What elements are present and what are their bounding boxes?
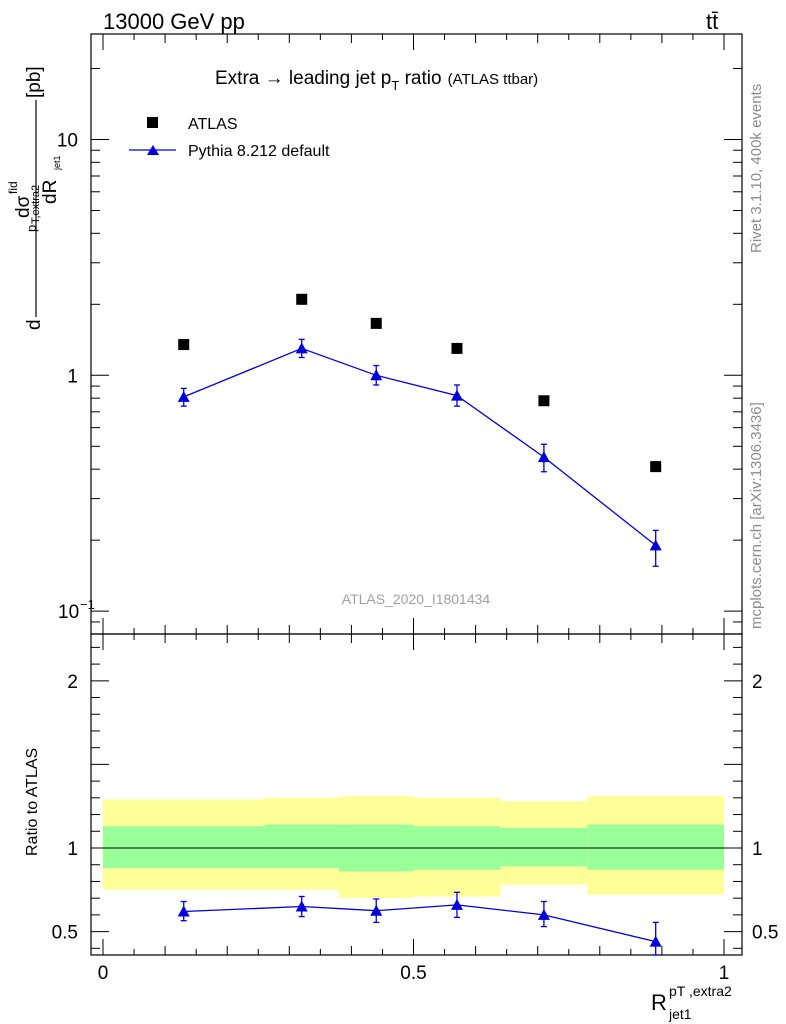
pythia-ratio-point-4 [537,908,550,920]
y-axis-label: d dσ fid p T,extra2 dR jet1 [pb] [6,66,62,330]
legend-atlas-label: ATLAS [188,116,238,133]
legend-pythia-label: Pythia 8.212 default [188,143,330,160]
y-label-den-sub: jet1 [52,155,62,171]
ratio-tick-label-left-1: 1 [67,839,78,860]
x-label-sup: pT ,extra2 [669,983,732,999]
pythia-point-3 [450,389,463,401]
chart-title-tail: ratio [399,68,441,89]
pythia-ratio-point-3 [450,898,463,910]
pythia-line [183,347,657,546]
atlas-point-3 [451,342,463,354]
legend-atlas-marker [147,117,158,128]
y-label-den: dR [40,180,61,204]
pythia-point-0 [177,390,190,402]
pythia-ratio-point-2 [370,904,383,916]
ratio-tick-label-left-0: 0.5 [52,923,78,944]
y-label-unit: [pb] [24,66,45,98]
x-tick-label-0: 0 [98,963,109,984]
chart-title-sub: T [391,78,399,93]
legend: ATLAS Pythia 8.212 default [129,116,330,160]
ratio-y-label: Ratio to ATLAS [24,748,41,856]
ratio-uncertainty-bands [91,796,742,899]
analysis-tag: ATLAS_2020_I1801434 [342,591,491,607]
x-label-sub: jet1 [668,1006,692,1022]
atlas-point-2 [370,317,382,329]
y-label-sigma: dσ [13,195,34,218]
y-tick-exponent-0: −1 [80,597,95,612]
pythia-ratio-point-0 [177,905,190,917]
axes-frames [90,33,743,956]
pythia-ratio-point-5 [649,935,662,947]
atlas-point-5 [650,461,662,473]
y-tick-label-0: 10 [58,602,79,623]
pythia-ratio-point-1 [295,900,308,912]
atlas-point-1 [296,293,308,305]
ratio-tick-label-left-2: 2 [67,672,78,693]
pythia-ratio-line [183,904,656,943]
pythia-point-1 [295,342,308,354]
band-inner-5 [587,824,724,870]
band-inner-4 [500,827,588,867]
y-tick-label-1: 1 [67,366,78,387]
x-axis-label: R pT ,extra2 jet1 [651,983,732,1022]
x-label-base: R [651,990,667,1015]
axis-ticks [91,34,742,955]
ratio-tick-label-right-0: 0.5 [752,923,778,944]
x-tick-label-1: 0.5 [400,963,426,984]
band-inner-0 [103,826,265,869]
y-label-sigma-sup: fid [6,181,20,194]
data-series [177,293,662,956]
ratio-panel-frame [90,633,743,956]
process-label: tt̄ [706,9,718,34]
ratio-tick-label-right-1: 1 [752,839,763,860]
rivet-version-label: Rivet 3.1.10, 400k events [748,84,765,253]
chart-title-small: (ATLAS ttbar) [448,71,539,88]
ratio-tick-label-right-2: 2 [752,672,763,693]
x-tick-label-2: 1 [719,963,730,984]
atlas-point-4 [538,395,550,407]
legend-pythia-marker [147,145,159,155]
y-tick-label-2: 10 [57,130,78,151]
pythia-point-4 [537,451,550,463]
energy-label: 13000 GeV pp [103,9,245,34]
y-label-prefix: d [24,319,45,330]
mcplots-label: mcplots.cern.ch [arXiv:1306.3436] [748,402,765,629]
pythia-point-5 [649,539,662,551]
chart-title-main: Extra → leading jet p [215,68,391,89]
band-inner-1 [264,824,339,869]
pythia-point-2 [370,369,383,381]
atlas-point-0 [178,339,190,351]
y-label-sigma-sub: p [24,225,39,232]
chart-title: Extra → leading jet pT ratio (ATLAS ttbar… [215,68,538,93]
